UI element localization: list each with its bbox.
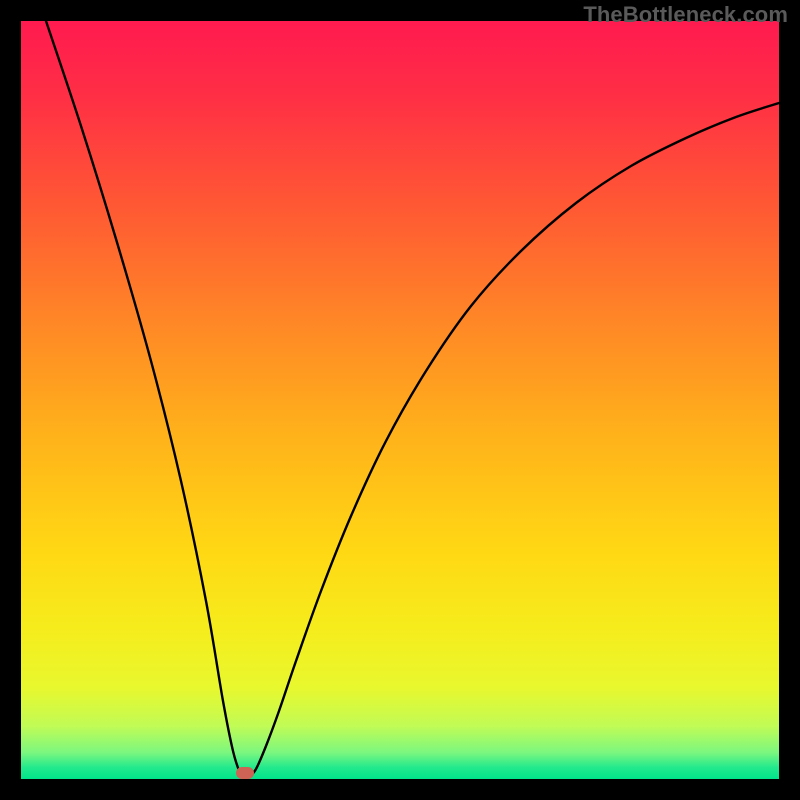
gradient-rect xyxy=(21,21,779,779)
plot-area xyxy=(21,21,779,779)
optimum-marker xyxy=(236,767,254,779)
chart-container: TheBottleneck.com xyxy=(0,0,800,800)
watermark-text: TheBottleneck.com xyxy=(583,2,788,28)
gradient-background xyxy=(21,21,779,779)
